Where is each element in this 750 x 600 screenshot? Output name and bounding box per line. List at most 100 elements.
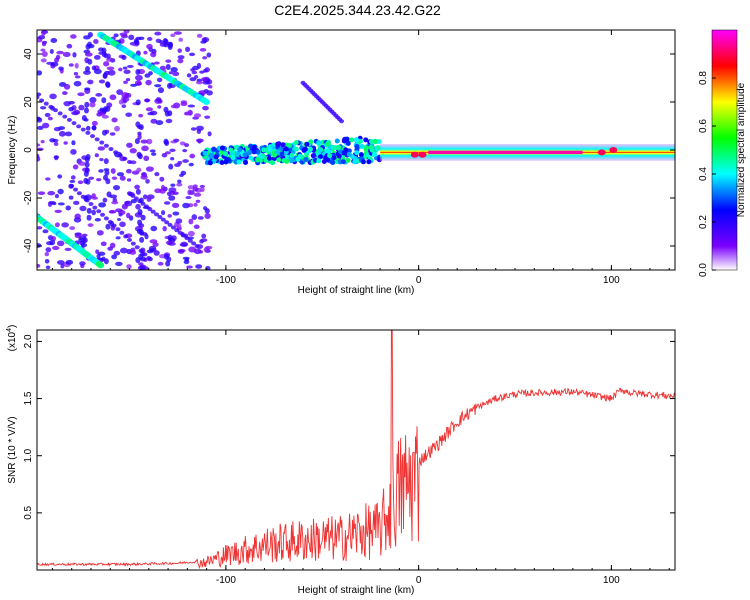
spectrogram-noise-cell [72,52,77,58]
spectrogram-noise-cell [187,104,196,108]
spectrogram-noise-cell [37,143,41,147]
spectrogram-band-cell [301,147,307,153]
spectrogram-noise-cell [89,96,97,103]
spectrogram-noise-cell [178,37,183,42]
spectrogram-noise-cell [126,64,134,68]
spectrogram-noise-cell [49,93,57,100]
spectrogram-marks [37,30,675,270]
spectrogram-noise-cell [37,191,46,195]
spectrogram-noise-cell [44,252,50,257]
spectrogram-noise-cell [193,202,198,207]
spectrogram-noise-cell [165,151,171,155]
spectrogram-noise-cell [106,66,115,71]
spectrogram-noise-cell [121,203,128,210]
spectrogram-band-cell [248,143,254,149]
spectrogram-noise-cell [88,176,95,180]
spectrogram-streak-cell [85,130,91,135]
spectrogram-noise-cell [188,52,196,57]
spectrogram-noise-cell [114,125,120,132]
spectrogram-vstreak-cell [133,38,139,45]
spectrogram-vstreak-cell [85,66,91,73]
spectrogram-noise-cell [179,141,186,146]
spectrogram-streak-cell [143,204,149,209]
spectrogram-streak-cell [187,238,193,243]
spectrogram-band-cell [247,150,253,156]
spectrogram-noise-cell [47,116,53,121]
spectrogram-noise-cell [199,184,205,188]
spectrogram-noise-cell [134,184,140,190]
spectrogram-noise-cell [73,200,80,206]
spectrogram-noise-cell [98,169,104,173]
spectrogram-band-cell [234,151,240,157]
spectrogram-noise-cell [68,107,74,112]
spectrogram-noise-cell [48,200,56,205]
spectrogram-noise-cell [176,182,183,187]
spectrogram-noise-cell [52,245,60,251]
spectrogram-noise-cell [204,213,211,219]
spectrogram-band-cell [202,150,208,156]
spectrogram-vstreak-cell [138,253,144,260]
spectrogram-noise-cell [206,52,212,58]
spectrogram-vstreak-cell [84,156,90,163]
spectrogram-streak-cell [122,156,128,161]
spectrogram-noise-cell [202,81,210,85]
spectrogram-streak-cell [167,222,173,227]
spectrogram-streak-cell [80,127,86,132]
snr-ylabel: SNR (10 * V/V) [7,416,18,483]
spectrogram-band-cell [295,156,301,162]
spectrogram-band-cell [369,147,375,153]
spectrogram-streak-cell [339,119,345,124]
spectrogram-noise-cell [154,31,162,36]
spectrogram-noise-cell [165,240,173,245]
spectrogram-streak-cell [76,124,82,129]
spectrogram-noise-cell [187,189,192,196]
spectrogram-noise-cell [154,188,162,194]
spectrogram-band-cell [209,153,215,159]
spectrogram-noise-cell [186,265,193,269]
spectrogram-xtick-label: 100 [603,275,620,286]
spectrogram-vstreak-cell [104,169,110,176]
spectrogram-streak-cell [170,225,176,230]
spectrogram-streak-cell [100,212,106,217]
spectrogram-noise-cell [182,149,188,153]
spectrogram-noise-cell [193,113,202,118]
spectrogram-noise-cell [150,152,157,156]
spectrogram-noise-cell [72,164,79,170]
spectrogram-noise-cell [96,177,102,182]
snr-panel: -100 0 100 0.5 1.0 1.5 2.0 Height of straight … [6,325,676,596]
spectrogram-noise-cell [109,94,117,101]
spectrogram-noise-cell [70,175,76,180]
spectrogram-streak-cell [92,205,98,210]
spectrogram-band-cell [359,144,365,150]
spectrogram-noise-cell [126,178,132,182]
spectrogram-noise-cell [139,267,145,270]
spectrogram-noise-cell [160,184,165,191]
spectrogram-noise-cell [138,36,145,40]
spectrogram-streak-cell [66,117,72,122]
spectrogram-band-cell [283,146,289,152]
spectrogram-noise-cell [49,239,56,246]
spectrogram-axes: -100 0 100 -40 -20 0 20 40 [23,30,675,286]
spectrogram-noise-cell [53,141,59,147]
spectrogram-noise-cell [64,131,73,137]
snr-axes: -100 0 100 0.5 1.0 1.5 2.0 [23,330,675,586]
spectrogram-streak-cell [53,108,59,113]
spectrogram-noise-cell [70,148,77,155]
spectrogram-band-cell [376,145,382,151]
snr-yscale-exponent: 4 [6,328,13,332]
spectrogram-streak-cell [142,252,148,257]
spectrogram-noise-cell [74,233,82,239]
spectrogram-noise-cell [57,174,63,179]
spectrogram-vstreak-cell [85,43,91,50]
spectrogram-noise-cell [125,112,133,117]
spectrogram-noise-cell [182,202,190,209]
spectrogram-noise-cell [95,93,103,97]
spectrogram-band-cell [360,159,366,165]
spectrogram-band-cell [284,158,290,164]
spectrogram-noise-cell [87,79,94,85]
spectrogram-vstreak-cell [167,234,173,241]
spectrogram-noise-cell [63,141,68,145]
spectrogram-noise-cell [109,209,115,214]
spectrogram-noise-cell [155,120,164,126]
spectrogram-vstreak-cell [168,163,174,170]
